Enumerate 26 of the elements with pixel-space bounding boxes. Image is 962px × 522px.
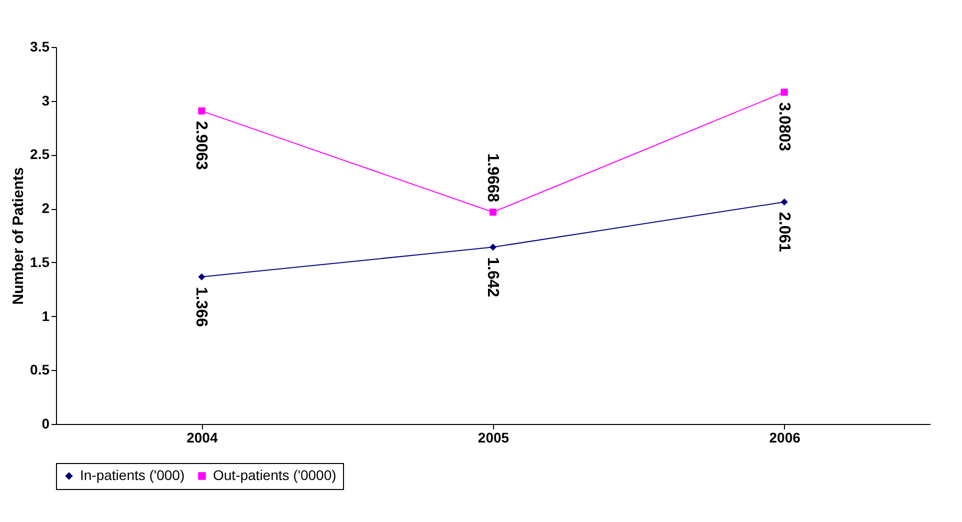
point bbox=[489, 208, 497, 216]
x-tick-label: 2005 bbox=[478, 430, 510, 446]
y-tick-label: 2 bbox=[42, 200, 50, 216]
data-label: 1.9668 bbox=[484, 153, 501, 202]
data-label: 2.9063 bbox=[192, 120, 210, 170]
data-label: 1.642 bbox=[484, 257, 501, 298]
x-tick-label: 2006 bbox=[769, 430, 801, 446]
x-tick-label: 2004 bbox=[186, 430, 218, 446]
point bbox=[780, 88, 788, 96]
legend-label: In-patients ('000) bbox=[80, 467, 185, 483]
y-tick-label: 1.5 bbox=[30, 254, 50, 270]
y-tick-label: 2.5 bbox=[30, 146, 50, 162]
y-tick-label: 0.5 bbox=[30, 362, 50, 378]
legend-label: Out-patients ('0000) bbox=[213, 467, 336, 483]
data-label: 3.0803 bbox=[775, 102, 792, 152]
y-tick-label: 0 bbox=[42, 416, 50, 432]
y-tick-label: 3 bbox=[42, 92, 50, 108]
data-label: 1.366 bbox=[192, 286, 210, 328]
y-tick-label: 3.5 bbox=[30, 38, 50, 54]
point bbox=[489, 244, 497, 251]
data-label: 2.061 bbox=[775, 212, 792, 252]
y-tick-label: 1 bbox=[42, 308, 50, 324]
point bbox=[198, 107, 206, 114]
point bbox=[780, 198, 788, 206]
y-axis-title: Number of Patients bbox=[10, 167, 28, 305]
point bbox=[198, 273, 206, 280]
